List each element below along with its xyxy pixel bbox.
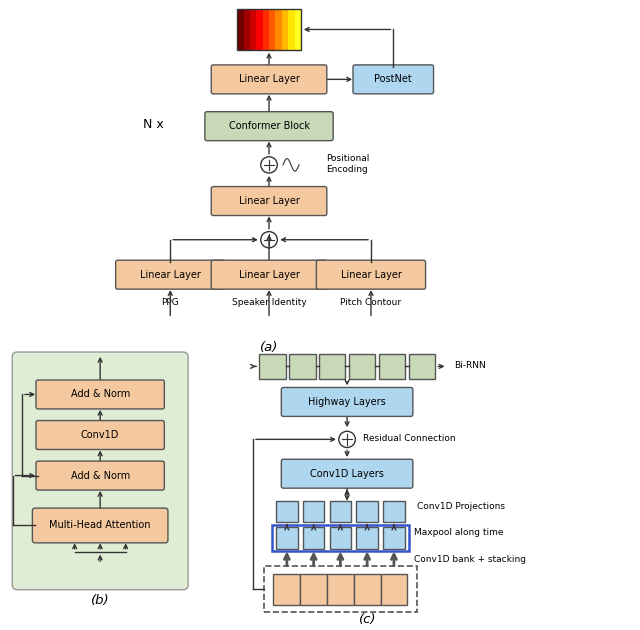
Text: Conformer Block: Conformer Block: [228, 121, 310, 131]
Bar: [244, 9, 250, 50]
FancyBboxPatch shape: [36, 380, 164, 409]
Bar: [276, 527, 298, 549]
Text: Linear Layer: Linear Layer: [340, 270, 401, 280]
Bar: [330, 527, 351, 549]
Text: (c): (c): [359, 613, 376, 626]
Text: Bi-RNN: Bi-RNN: [454, 360, 486, 370]
Bar: [356, 527, 378, 549]
Bar: [381, 573, 407, 605]
Bar: [294, 9, 301, 50]
Text: Multi-Head Attention: Multi-Head Attention: [49, 520, 151, 530]
Bar: [288, 9, 294, 50]
Text: Pitch Contour: Pitch Contour: [340, 299, 401, 307]
Bar: [303, 527, 324, 549]
Bar: [256, 9, 262, 50]
Text: (b): (b): [91, 594, 109, 607]
Text: Add & Norm: Add & Norm: [70, 389, 130, 399]
Bar: [237, 9, 244, 50]
FancyBboxPatch shape: [211, 65, 327, 94]
Bar: [273, 573, 300, 605]
FancyBboxPatch shape: [282, 387, 413, 416]
FancyBboxPatch shape: [353, 65, 433, 94]
Text: Residual Connection: Residual Connection: [363, 433, 456, 443]
Text: (a): (a): [260, 341, 278, 355]
Text: Add & Norm: Add & Norm: [70, 471, 130, 481]
Text: Linear Layer: Linear Layer: [239, 74, 300, 84]
Bar: [269, 9, 275, 50]
Text: Linear Layer: Linear Layer: [239, 196, 300, 206]
Text: N x: N x: [143, 118, 164, 131]
Bar: [319, 354, 346, 379]
Text: Linear Layer: Linear Layer: [140, 270, 201, 280]
Bar: [300, 573, 327, 605]
Bar: [356, 500, 378, 522]
Bar: [259, 354, 285, 379]
Bar: [327, 573, 354, 605]
Bar: [272, 525, 408, 551]
Bar: [237, 9, 301, 50]
FancyBboxPatch shape: [211, 260, 327, 289]
FancyBboxPatch shape: [36, 421, 164, 449]
Bar: [303, 500, 324, 522]
Bar: [349, 354, 376, 379]
FancyBboxPatch shape: [211, 186, 327, 215]
Bar: [408, 354, 435, 379]
Bar: [383, 500, 404, 522]
Bar: [276, 500, 298, 522]
Text: Positional
Encoding: Positional Encoding: [326, 154, 370, 174]
Bar: [250, 9, 256, 50]
FancyBboxPatch shape: [33, 508, 168, 543]
Bar: [289, 354, 316, 379]
Text: Speaker Identity: Speaker Identity: [232, 299, 307, 307]
Text: Maxpool along time: Maxpool along time: [414, 529, 504, 537]
Text: Conv1D Layers: Conv1D Layers: [310, 469, 384, 479]
Text: Linear Layer: Linear Layer: [239, 270, 300, 280]
FancyBboxPatch shape: [36, 461, 164, 490]
Text: Conv1D: Conv1D: [81, 430, 119, 440]
Bar: [262, 9, 269, 50]
Text: PPG: PPG: [161, 299, 179, 307]
Text: PostNet: PostNet: [374, 74, 412, 84]
Bar: [264, 566, 417, 612]
Text: Conv1D bank + stacking: Conv1D bank + stacking: [414, 555, 526, 564]
Bar: [379, 354, 405, 379]
Bar: [354, 573, 381, 605]
Bar: [282, 9, 288, 50]
FancyBboxPatch shape: [282, 459, 413, 488]
Text: Conv1D Projections: Conv1D Projections: [417, 502, 505, 512]
Bar: [275, 9, 282, 50]
FancyBboxPatch shape: [205, 112, 333, 140]
FancyBboxPatch shape: [316, 260, 426, 289]
Bar: [330, 500, 351, 522]
Bar: [383, 527, 404, 549]
FancyBboxPatch shape: [116, 260, 225, 289]
Text: Highway Layers: Highway Layers: [308, 397, 386, 407]
FancyBboxPatch shape: [12, 352, 188, 590]
